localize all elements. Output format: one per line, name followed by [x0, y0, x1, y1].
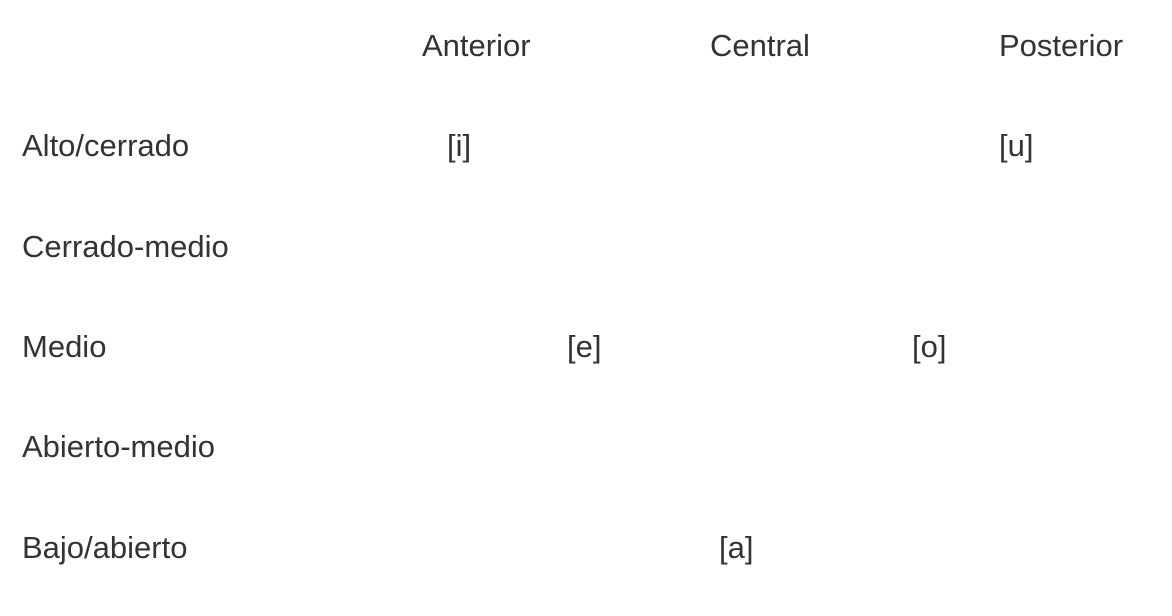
row-label-medio: Medio [22, 329, 107, 364]
vowel-u: [u] [999, 128, 1034, 163]
column-header-anterior: Anterior [422, 28, 531, 63]
column-header-central: Central [710, 28, 810, 63]
row-label-bajo-abierto: Bajo/abierto [22, 530, 188, 565]
column-header-posterior: Posterior [999, 28, 1124, 63]
vowel-a: [a] [719, 530, 754, 565]
row-label-cerrado-medio: Cerrado-medio [22, 229, 229, 264]
vowel-i: [i] [447, 128, 472, 163]
vowel-o: [o] [912, 329, 947, 364]
row-label-alto-cerrado: Alto/cerrado [22, 128, 190, 163]
vowel-e: [e] [567, 329, 602, 364]
row-label-abierto-medio: Abierto-medio [22, 429, 215, 464]
